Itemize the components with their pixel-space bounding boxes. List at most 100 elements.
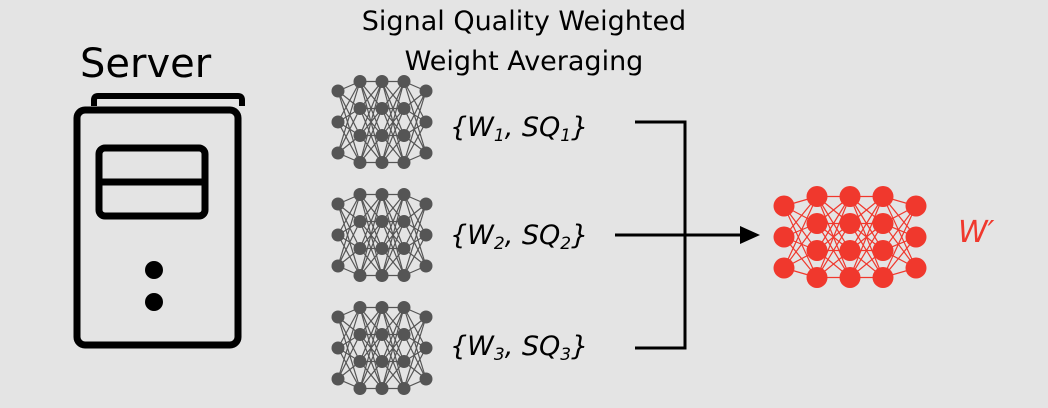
network-node <box>773 195 795 217</box>
network-node <box>375 301 389 314</box>
network-node <box>375 242 389 255</box>
network-edge <box>783 205 818 278</box>
network-node <box>353 129 367 142</box>
network-node <box>331 115 345 129</box>
network-edge <box>381 307 405 389</box>
network-node <box>331 197 345 211</box>
network-edge <box>403 121 427 163</box>
title-line-1: Signal Quality Weighted <box>361 6 687 37</box>
network-edge <box>783 196 818 269</box>
network-node <box>331 259 345 273</box>
network-node <box>872 186 894 207</box>
network-node <box>375 102 389 115</box>
network-node <box>905 195 927 217</box>
network-edge <box>403 234 427 276</box>
aggregated-network <box>773 186 927 288</box>
network-node <box>375 188 389 201</box>
network-edge <box>816 196 851 251</box>
server-led-top <box>145 261 163 279</box>
network-edge <box>337 307 361 349</box>
network-node <box>773 226 795 248</box>
network-edge <box>403 307 427 349</box>
network-edge <box>381 194 405 249</box>
network-edge <box>403 81 427 123</box>
network-edge <box>403 334 427 380</box>
network-edge <box>403 90 427 163</box>
network-edge <box>381 108 405 163</box>
network-node <box>806 213 828 234</box>
network-node <box>419 84 433 98</box>
network-node <box>397 129 411 142</box>
network-node <box>375 269 389 282</box>
network-node <box>375 75 389 88</box>
network-edge <box>337 81 361 154</box>
client-weights-label-3: {W3, SQ3} <box>450 331 589 365</box>
network-edge <box>359 307 383 362</box>
network-node <box>353 269 367 282</box>
network-edge <box>849 196 884 251</box>
network-node <box>375 156 389 169</box>
network-node <box>331 84 345 98</box>
network-node <box>353 355 367 368</box>
network-node <box>397 102 411 115</box>
network-node <box>331 310 345 324</box>
network-edge <box>337 203 361 276</box>
network-edge <box>337 316 361 362</box>
network-node <box>375 129 389 142</box>
network-edge <box>337 347 361 389</box>
title-line-2: Weight Averaging <box>404 46 644 77</box>
network-node <box>872 267 894 288</box>
network-node <box>353 215 367 228</box>
network-node <box>397 382 411 395</box>
network-node <box>806 186 828 207</box>
network-edge <box>403 194 427 267</box>
network-node <box>353 75 367 88</box>
network-edge <box>403 203 427 249</box>
network-edge <box>337 81 361 123</box>
network-node <box>375 382 389 395</box>
network-node <box>353 188 367 201</box>
network-edge <box>337 221 361 267</box>
network-node <box>331 228 345 242</box>
network-edge <box>882 196 917 269</box>
network-edge <box>337 307 361 380</box>
network-node <box>397 269 411 282</box>
network-node <box>806 240 828 261</box>
network-node <box>872 240 894 261</box>
network-edge <box>403 307 427 380</box>
network-node <box>419 228 433 242</box>
network-edge <box>882 205 917 278</box>
network-edge <box>403 90 427 136</box>
network-edge <box>337 194 361 236</box>
network-edge <box>381 81 405 136</box>
network-node <box>397 215 411 228</box>
network-edge <box>337 194 361 267</box>
network-edge <box>337 334 361 380</box>
network-edge <box>381 221 405 276</box>
network-edge <box>337 203 361 249</box>
aggregated-weights-label: W′ <box>958 215 995 250</box>
network-node <box>419 197 433 211</box>
network-node <box>419 372 433 386</box>
network-edge <box>403 347 427 389</box>
network-edge <box>816 223 851 278</box>
network-edge <box>403 194 427 236</box>
network-node <box>419 146 433 160</box>
network-node <box>397 156 411 169</box>
network-edge <box>359 221 383 276</box>
network-node <box>806 267 828 288</box>
network-edge <box>359 194 383 276</box>
client-network-3 <box>331 301 433 395</box>
client-network-1 <box>331 75 433 169</box>
network-node <box>353 301 367 314</box>
network-node <box>375 328 389 341</box>
network-edge <box>403 316 427 389</box>
network-edge <box>359 307 383 389</box>
network-edge <box>403 203 427 276</box>
network-edge <box>359 194 383 249</box>
network-node <box>353 156 367 169</box>
network-node <box>872 213 894 234</box>
network-edge <box>337 121 361 163</box>
network-node <box>331 341 345 355</box>
